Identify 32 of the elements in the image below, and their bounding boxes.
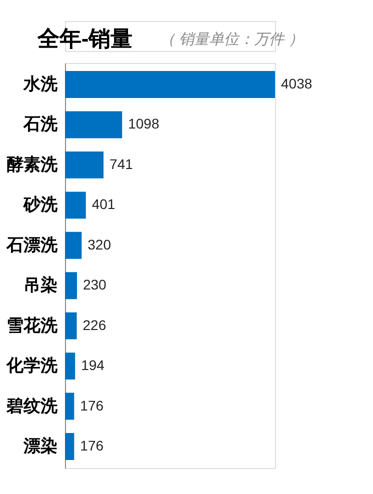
data-label: 741 <box>110 156 134 172</box>
y-tick-label: 漂染 <box>22 436 58 456</box>
bar <box>65 71 275 98</box>
data-label: 194 <box>81 357 105 374</box>
y-tick-label: 碧纹洗 <box>6 396 58 416</box>
y-tick-label: 石漂洗 <box>6 235 58 254</box>
data-label: 176 <box>80 397 104 414</box>
bar <box>65 111 122 138</box>
bar <box>65 433 74 460</box>
y-tick-label: 石洗 <box>22 114 58 134</box>
chart-title: 全年-销量 <box>36 26 133 51</box>
y-tick-label: 水洗 <box>22 74 58 94</box>
bar <box>65 392 74 420</box>
bar <box>65 312 77 340</box>
data-label: 176 <box>80 437 104 454</box>
y-tick-label: 酵素洗 <box>6 154 58 174</box>
y-tick-label: 化学洗 <box>6 356 58 376</box>
chart-subtitle: （ 销量单位：万件 ） <box>160 31 304 48</box>
data-label: 401 <box>92 196 116 212</box>
y-tick-label: 吊染 <box>24 276 58 295</box>
data-label: 226 <box>82 316 106 333</box>
data-label: 230 <box>82 276 107 293</box>
bar <box>65 352 76 380</box>
y-tick-label: 砂洗 <box>22 195 58 214</box>
y-tick-label: 雪花洗 <box>6 316 58 335</box>
data-label: 320 <box>88 236 112 252</box>
bar <box>65 151 104 178</box>
bar <box>65 192 86 219</box>
bar <box>65 232 82 259</box>
data-label: 1098 <box>128 116 160 132</box>
data-label: 4038 <box>281 76 312 92</box>
bar <box>65 272 77 300</box>
